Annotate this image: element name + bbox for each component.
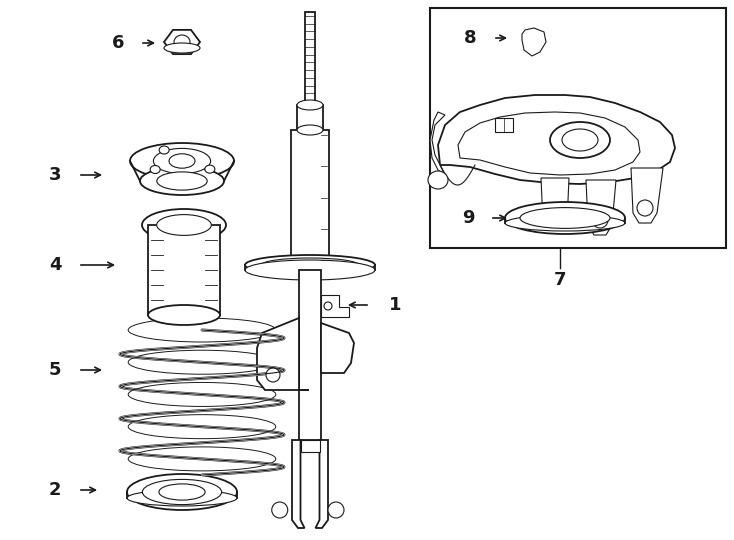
Bar bbox=[300, 440, 319, 452]
Polygon shape bbox=[321, 295, 349, 317]
Ellipse shape bbox=[157, 172, 207, 190]
Bar bbox=[297, 105, 323, 130]
Polygon shape bbox=[586, 180, 616, 235]
Ellipse shape bbox=[245, 260, 375, 280]
Polygon shape bbox=[438, 95, 675, 184]
Text: 4: 4 bbox=[48, 256, 61, 274]
Bar bbox=[291, 130, 329, 265]
Ellipse shape bbox=[505, 215, 625, 231]
Ellipse shape bbox=[324, 302, 332, 310]
Text: 5: 5 bbox=[48, 361, 61, 379]
Bar bbox=[305, 12, 315, 105]
Ellipse shape bbox=[159, 484, 205, 500]
Ellipse shape bbox=[148, 305, 220, 325]
Ellipse shape bbox=[159, 146, 169, 154]
Bar bbox=[299, 270, 321, 440]
Ellipse shape bbox=[153, 148, 211, 173]
Ellipse shape bbox=[272, 502, 288, 518]
Ellipse shape bbox=[150, 166, 160, 173]
Text: 9: 9 bbox=[462, 209, 474, 227]
Polygon shape bbox=[522, 28, 546, 56]
Polygon shape bbox=[631, 168, 663, 223]
Ellipse shape bbox=[205, 165, 215, 173]
Text: 6: 6 bbox=[112, 34, 124, 52]
Ellipse shape bbox=[140, 167, 224, 195]
Ellipse shape bbox=[127, 474, 237, 510]
Text: 3: 3 bbox=[48, 166, 61, 184]
Polygon shape bbox=[430, 112, 445, 175]
Ellipse shape bbox=[169, 154, 195, 168]
Ellipse shape bbox=[142, 209, 226, 241]
Polygon shape bbox=[257, 318, 309, 390]
Ellipse shape bbox=[245, 255, 375, 275]
Ellipse shape bbox=[562, 129, 598, 151]
Ellipse shape bbox=[156, 214, 211, 235]
Polygon shape bbox=[316, 440, 328, 528]
Ellipse shape bbox=[520, 207, 610, 228]
Bar bbox=[148, 225, 220, 315]
Bar bbox=[430, 8, 726, 248]
Ellipse shape bbox=[164, 43, 200, 53]
Text: 7: 7 bbox=[553, 271, 566, 289]
Ellipse shape bbox=[550, 122, 610, 158]
Ellipse shape bbox=[142, 480, 222, 504]
Polygon shape bbox=[541, 178, 569, 233]
Ellipse shape bbox=[505, 202, 625, 234]
Ellipse shape bbox=[592, 212, 608, 228]
Text: 2: 2 bbox=[48, 481, 61, 499]
Ellipse shape bbox=[297, 125, 323, 135]
Ellipse shape bbox=[637, 200, 653, 216]
Ellipse shape bbox=[174, 35, 190, 49]
Polygon shape bbox=[321, 323, 354, 373]
Ellipse shape bbox=[328, 502, 344, 518]
Ellipse shape bbox=[127, 490, 237, 506]
Ellipse shape bbox=[266, 368, 280, 382]
Polygon shape bbox=[292, 440, 305, 528]
Text: 1: 1 bbox=[389, 296, 401, 314]
Ellipse shape bbox=[428, 171, 448, 189]
Text: 8: 8 bbox=[464, 29, 476, 47]
Ellipse shape bbox=[297, 100, 323, 110]
Ellipse shape bbox=[130, 143, 234, 179]
Bar bbox=[495, 118, 513, 132]
Ellipse shape bbox=[261, 258, 359, 272]
Polygon shape bbox=[164, 30, 200, 54]
Ellipse shape bbox=[547, 210, 563, 226]
